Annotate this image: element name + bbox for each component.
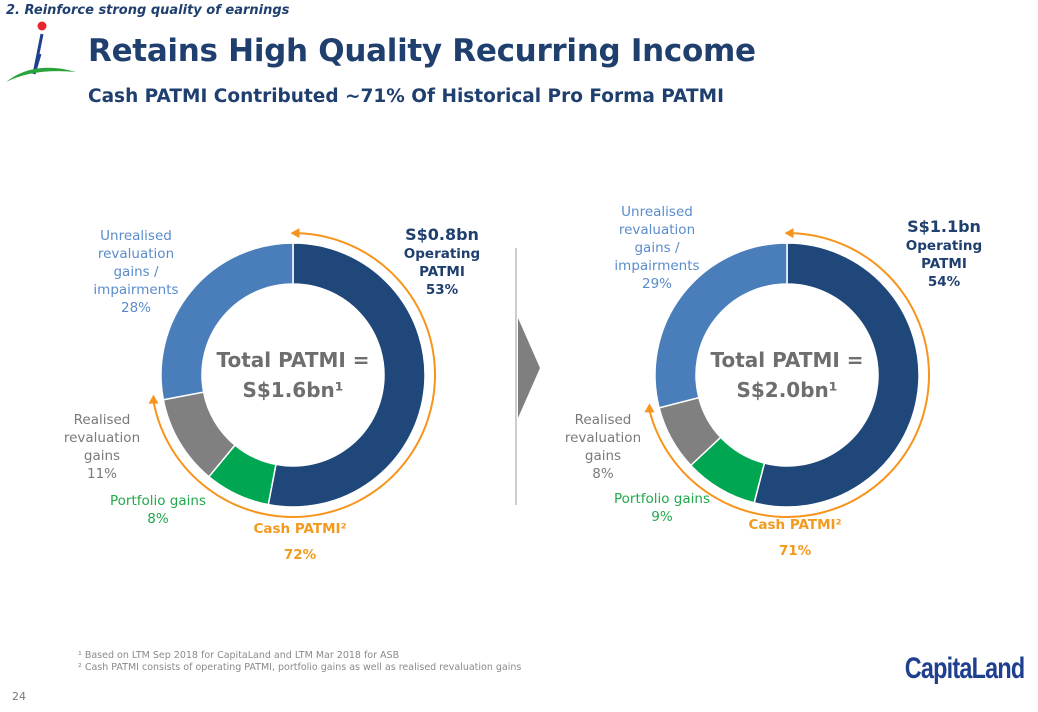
cash-patmi-arc <box>152 232 436 518</box>
label-unrealised: Unrealised revaluation gains / impairments 2… <box>93 228 179 316</box>
center-total-patmi: Total PATMI = S$2.0bn¹ <box>710 348 864 402</box>
label-operating: S$0.8bn Operating PATMI 53% <box>403 225 481 298</box>
capitaland-mark-icon <box>6 21 76 82</box>
slice-unrealised <box>160 242 294 401</box>
label-cash-patmi: Cash PATMI² 72% <box>253 521 347 563</box>
slice-operating <box>753 242 920 508</box>
label-realised: Realised revaluation gains 11% <box>63 412 141 482</box>
label-unrealised: Unrealised revaluation gains / impairments 2… <box>614 204 700 292</box>
cash-patmi-arc <box>648 232 930 518</box>
arrowhead-icon <box>290 228 300 239</box>
page-subtitle: Cash PATMI Contributed ~71% Of Historica… <box>88 86 724 107</box>
label-realised: Realised revaluation gains 8% <box>564 412 642 482</box>
page-number: 24 <box>12 690 26 703</box>
label-cash-patmi: Cash PATMI² 71% <box>748 517 842 559</box>
label-operating: S$1.1bn Operating PATMI 54% <box>905 217 983 290</box>
page-title: Retains High Quality Recurring Income <box>88 33 756 69</box>
slice-unrealised <box>654 242 788 409</box>
arrowhead-icon <box>644 403 655 413</box>
label-portfolio: Portfolio gains 9% <box>613 491 710 525</box>
section-label: 2. Reinforce strong quality of earnings <box>6 3 290 18</box>
arrowhead-icon <box>784 228 794 239</box>
slice-operating <box>267 242 426 508</box>
center-total-patmi: Total PATMI = S$1.6bn¹ <box>216 348 370 402</box>
arrow-right-icon <box>518 318 540 418</box>
footnote-2: ² Cash PATMI consists of operating PATMI… <box>78 662 522 673</box>
label-portfolio: Portfolio gains 8% <box>109 493 206 527</box>
footnote-1: ¹ Based on LTM Sep 2018 for CapitaLand a… <box>78 650 400 661</box>
capitaland-logo: CapitaLand <box>904 652 1024 685</box>
arrowhead-icon <box>148 394 159 404</box>
